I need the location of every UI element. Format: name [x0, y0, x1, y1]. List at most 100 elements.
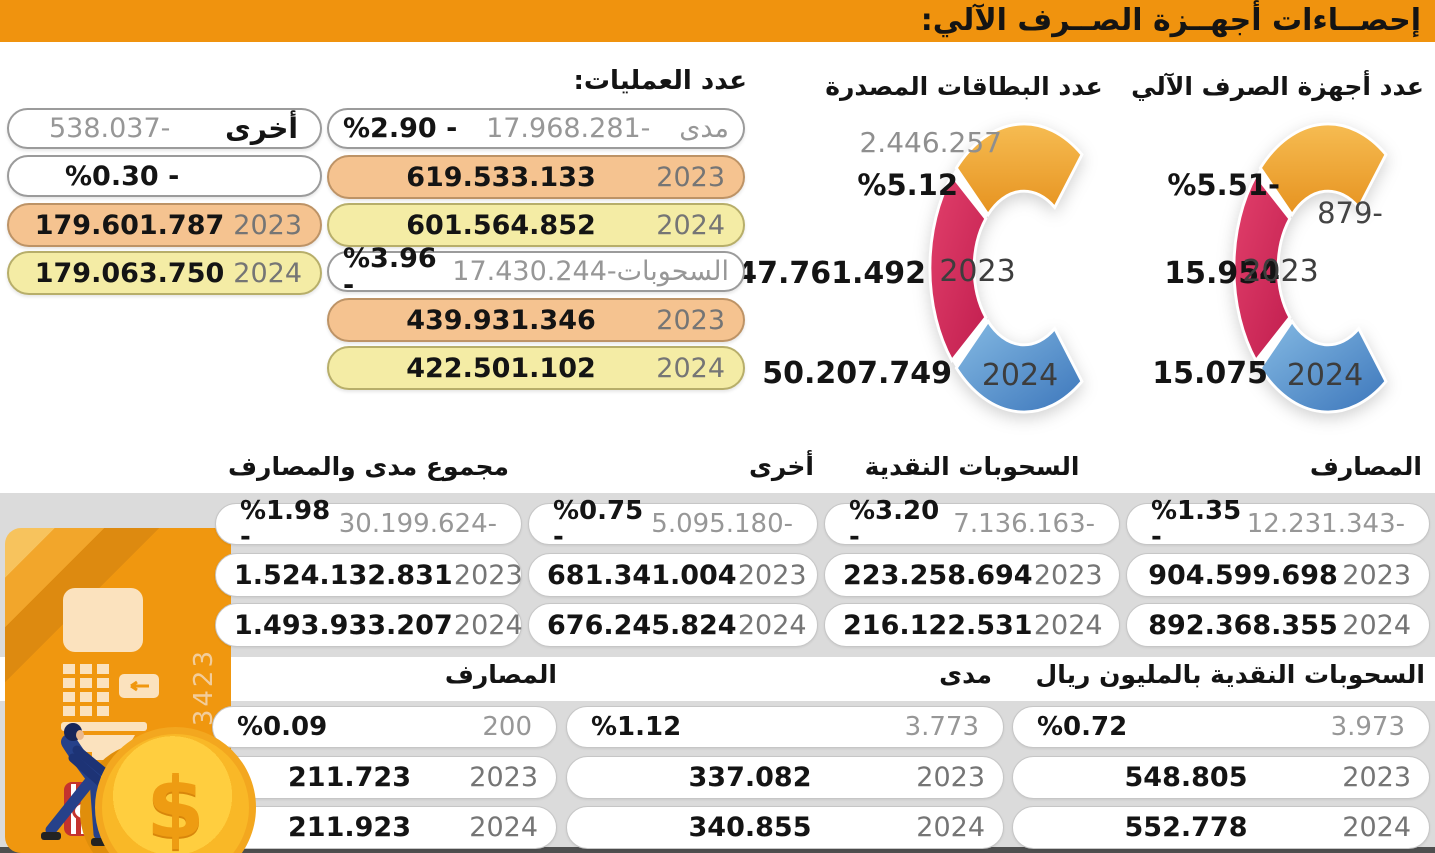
ops-withdrawals-2023-value: 439.931.346 [406, 304, 596, 336]
ops-withdrawals-2024-value: 422.501.102 [406, 352, 596, 384]
atm-donut-chart [1232, 122, 1388, 414]
cash-mn-change-pct: %0.72 [1037, 712, 1128, 742]
cards-2024-value: 50.207.749 [762, 356, 952, 391]
other-change-value: 5.095.180- [651, 509, 793, 539]
ops-mada-change-pct: %2.90 - [343, 113, 458, 144]
atm-2024-label: 2024 [1286, 358, 1364, 393]
year-label: 2024 [916, 812, 985, 843]
cards-change-value: 2.446.257 [859, 126, 1002, 159]
banks-header: المصارف [1309, 452, 1422, 481]
ops-withdrawals-change-pct: %3.96 - [343, 242, 437, 301]
atm-donut-title: عدد أجهزة الصرف الآلي [1131, 72, 1424, 101]
atm-change-pct: %5.51- [1167, 168, 1280, 202]
cash-mada-2023-value: 337.082 [688, 762, 812, 793]
atm-segment-change [1258, 122, 1388, 218]
cash-2023-pill: 223.258.694 2023 [824, 553, 1120, 597]
operations-title: عدد العمليات: [573, 66, 747, 96]
cash-mada-2024-pill: 340.855 2024 [566, 806, 1004, 849]
other-2023-pill: 681.341.004 2023 [528, 553, 818, 597]
atm-change-value: 879- [1317, 196, 1383, 230]
year-label: 2023 [916, 762, 985, 793]
ops-other-change-value: 538.037- [49, 113, 171, 144]
cash-mada-change-pct: %1.12 [591, 712, 682, 742]
banks-change-pct: %1.35 - [1151, 496, 1242, 552]
cash-mada-2024-value: 340.855 [688, 812, 812, 843]
atm-segment-2024 [1258, 318, 1388, 414]
cash-banks-2023-pill: 211.723 2023 [212, 756, 557, 799]
title-banner: إحصــاءات أجهــزة الصــرف الآلي: [0, 0, 1435, 42]
ops-mada-2023-value: 619.533.133 [406, 161, 596, 193]
total-2024-pill: 1.493.933.207 2024 [215, 603, 523, 647]
page-title: إحصــاءات أجهــزة الصــرف الآلي: [920, 3, 1421, 38]
cards-segment-change [954, 122, 1084, 218]
cash-mn-2024-value: 552.778 [1124, 812, 1248, 843]
year-label: 2024 [737, 609, 807, 641]
cash-banks-2023-value: 211.723 [288, 762, 411, 793]
cash-change-pct: %3.20 - [849, 496, 940, 552]
ops-withdrawals-label: السحوبات [616, 256, 729, 287]
ops-other-2024-pill: 179.063.750 2024 [7, 251, 322, 295]
other-header: أخرى [748, 452, 814, 481]
ops-other-label: أخرى [225, 111, 298, 145]
total-2023-pill: 1.524.132.831 2023 [215, 553, 523, 597]
other-2023-value: 681.341.004 [547, 559, 737, 591]
cash-mada-change-value: 3.773 [904, 712, 979, 742]
cash-2024-value: 216.122.531 [843, 609, 1033, 641]
year-label: 2024 [656, 352, 725, 384]
ops-withdrawals-2023-pill: 439.931.346 2023 [327, 298, 745, 342]
ops-withdrawals-2024-pill: 422.501.102 2024 [327, 346, 745, 390]
cards-donut-chart [928, 122, 1084, 414]
year-label: 2024 [233, 257, 302, 289]
banks-change-value: 12.231.343- [1246, 509, 1405, 539]
banks-2023-pill: 904.599.698 2023 [1126, 553, 1430, 597]
ops-other-pct-pill: %0.30 - [7, 155, 322, 197]
cash-mn-header: السحوبات النقدية بالمليون ريال [1035, 660, 1425, 689]
cash-banks-change-value: 200 [482, 712, 532, 742]
cash-banks-change-pill: %0.09 200 [212, 706, 557, 748]
cash-mada-2023-pill: 337.082 2023 [566, 756, 1004, 799]
year-label: 2023 [469, 762, 538, 793]
year-label: 2024 [453, 609, 523, 641]
cash-mada-change-pill: %1.12 3.773 [566, 706, 1004, 748]
cards-segment-2024 [954, 318, 1084, 414]
ops-withdrawals-change-pill: %3.96 - 17.430.244- السحوبات [327, 245, 745, 299]
atm-segment-2023 [1232, 172, 1292, 364]
other-change-pill: %0.75 - 5.095.180- [528, 498, 818, 550]
atm-2024-value: 15.075 [1152, 356, 1268, 391]
total-2023-value: 1.524.132.831 [234, 559, 453, 591]
cash-header: السحوبات النقدية [864, 452, 1080, 481]
ops-other-change-pill: 538.037- أخرى [7, 108, 322, 149]
year-label: 2023 [233, 209, 302, 241]
cards-2024-label: 2024 [981, 358, 1059, 393]
ops-mada-label: مدى [679, 113, 729, 144]
ops-mada-2024-value: 601.564.852 [406, 209, 596, 241]
total-change-value: 30.199.624- [338, 509, 497, 539]
ops-other-2023-value: 179.601.787 [34, 209, 225, 241]
ops-other-2023-pill: 179.601.787 2023 [7, 203, 322, 247]
cash-mn-change-value: 3.973 [1330, 712, 1405, 742]
banks-change-pill: %1.35 - 12.231.343- [1126, 498, 1430, 550]
atm-2023-label: 2023 [1242, 254, 1319, 289]
atm-icon [61, 588, 159, 760]
cash-mada-header: مدى [939, 660, 992, 689]
total-change-pct: %1.98 - [240, 496, 331, 552]
ops-mada-2024-pill: 601.564.852 2024 [327, 203, 745, 247]
cash-2023-value: 223.258.694 [843, 559, 1033, 591]
cards-2023-value: 47.761.492 [736, 256, 926, 291]
year-label: 2023 [656, 161, 725, 193]
other-2024-value: 676.245.824 [547, 609, 737, 641]
year-label: 2023 [1342, 559, 1411, 591]
ops-other-2024-value: 179.063.750 [34, 257, 225, 289]
cash-mn-2024-pill: 552.778 2024 [1012, 806, 1430, 849]
cards-change-pct: %5.12 [857, 168, 958, 202]
ops-withdrawals-change-value: 17.430.244- [452, 256, 617, 287]
cash-change-pill: %3.20 - 7.136.163- [824, 498, 1120, 550]
ops-mada-change-pill: %2.90 - 17.968.281- مدى [327, 108, 745, 149]
other-2024-pill: 676.245.824 2024 [528, 603, 818, 647]
dollar-coin: $ [95, 727, 256, 853]
cash-banks-2024-pill: 211.923 2024 [212, 806, 557, 849]
year-label: 2024 [1342, 609, 1411, 641]
ops-mada-2023-pill: 619.533.133 2023 [327, 155, 745, 199]
year-label: 2024 [656, 209, 725, 241]
